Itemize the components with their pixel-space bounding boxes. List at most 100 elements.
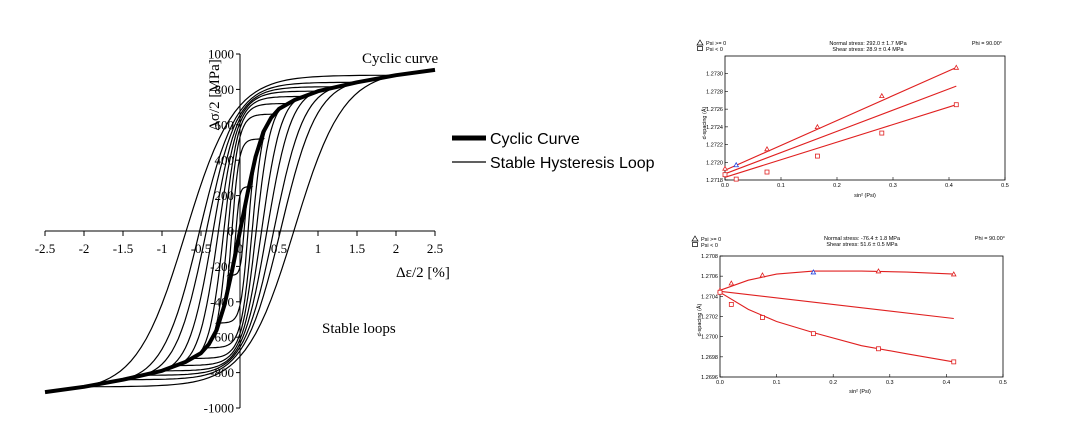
fit-line [724,85,957,175]
bottom-header-center-1: Shear stress: 51.6 ± 0.5 MPa [826,242,898,248]
bottom-header-right: Phi = 90.00° [975,236,1005,242]
top-plot-frame [724,55,1006,181]
bottom-header-center-0: Normal stress: -76.4 ± 1.8 MPa [824,236,901,242]
data-point-triangle [810,269,817,275]
x-tick-label: 2 [393,241,400,256]
y-tick-label: 1.2708 [701,254,718,260]
bottom-plot-header: Psi >= 0 Psi < 0 Normal stress: -76.4 ± … [691,235,1005,249]
data-point-triangle [878,92,885,99]
top-y-axis-label: d-spacing (Å) [701,106,708,139]
top-header-center-0: Normal stress: 292.0 ± 1.7 MPa [829,41,907,47]
data-point-square [951,359,957,365]
x-tick-label: 0.4 [943,380,951,386]
legend-label-cyclic: Cyclic Curve [490,131,580,148]
x-tick-label: 0.0 [721,183,729,189]
top-plot-ticks: 0.0 0.1 0.2 0.3 0.4 0.5 1.2718 1.2720 1.2722 1.27… [706,72,1009,189]
x-tick-label: -0.5 [191,241,212,256]
data-point-triangle [764,145,770,152]
data-point-square [810,331,816,337]
y-tick-label: 800 [215,82,235,97]
x-tick-label: -1 [157,241,168,256]
x-tick-label: 0.3 [886,380,894,386]
y-tick-labels: -1000 -800 -600 -400 -200 0 200 400 600 800 1000 [204,47,234,416]
x-tick-label: 0.2 [829,380,837,386]
y-tick-label: 1.2730 [706,72,723,78]
bottom-plot-ticks: 0.0 0.1 0.2 0.3 0.4 0.5 1.2696 1.2698 1.2700 1.27… [701,254,1007,386]
x-tick-label: 0.1 [773,380,781,386]
top-header-center-1: Shear stress: 28.9 ± 0.4 MPa [832,47,904,53]
x-tick-label: 0.5 [271,241,287,256]
square-marker-icon [697,46,703,51]
x-tick-label: -2.5 [35,241,56,256]
x-tick-label: 0.2 [833,183,841,189]
x-tick-label: 0.3 [889,183,897,189]
data-point-square [722,172,728,178]
data-point-triangle [950,271,957,277]
y-tick-label: 1.2698 [701,355,718,361]
data-point-square [728,301,734,307]
y-tick-label: -1000 [204,401,234,416]
bottom-y-axis-label: d-spacing (Å) [696,303,703,336]
square-marker-icon [692,242,698,247]
y-tick-label: 600 [215,117,235,132]
bottom-header-left-0: Psi >= 0 [701,237,721,243]
data-point-triangle [875,268,882,274]
y-tick-label: 1.2720 [706,160,723,166]
y-tick-label: -600 [210,330,234,345]
data-point-triangle [953,64,960,70]
x-tick-label: 0.1 [777,183,785,189]
annotation-cyclic-curve: Cyclic curve [362,51,439,67]
y-tick-label: 1.2726 [706,107,723,113]
top-plot-header: Psi >= 0 Psi < 0 Normal stress: 292.0 ± … [696,39,1002,53]
y-tick-label: 1.2724 [706,125,723,131]
top-header-left-1: Psi < 0 [706,47,723,53]
x-tick-label: 0.5 [999,380,1007,386]
triangle-marker-icon [696,39,704,46]
data-point-square [876,346,881,352]
x-tick-label: 1.5 [349,241,365,256]
plot-frame [724,55,1006,181]
y-axis-label: Δσ/2 [MPa] [207,59,223,130]
hysteresis-axes [44,53,436,409]
y-tick-label: 1.2696 [701,375,718,381]
y-tick-label: 400 [215,153,235,168]
top-header-left-0: Psi >= 0 [706,41,726,47]
y-tick-label: 1.2728 [706,89,723,95]
y-tick-label: -400 [210,294,234,309]
x-tick-label: 0 [237,241,244,256]
y-tick-label: 1.2704 [701,294,718,300]
fit-line [724,104,957,178]
legend: Cyclic Curve Stable Hysteresis Loop [452,131,655,172]
y-tick-label: 1.2702 [701,315,718,321]
data-point-square [760,315,765,320]
y-tick-label: 0 [228,224,235,239]
fit-line [724,66,957,171]
data-point-square [879,130,885,136]
data-point-triangle [759,272,766,278]
y-tick-label: 1.2700 [701,335,718,341]
x-tick-label: 2.5 [427,241,443,256]
fit-line [719,291,954,363]
bottom-x-axis-label: sin² (Psi) [849,389,871,395]
legend-label-stable: Stable Hysteresis Loop [490,155,655,172]
sin2psi-chart-top: 0.0 0.1 0.2 0.3 0.4 0.5 1.2718 1.2720 1.2722 1.27… [696,39,1009,199]
x-tick-labels: -2.5 -2 -1.5 -1 -0.5 0 0.5 1 1.5 2 2.5 [35,241,443,256]
triangle-marker-icon [691,235,699,242]
x-tick-label: 1 [315,241,322,256]
data-point-square [953,102,959,108]
x-tick-label: -2 [79,241,90,256]
sin2psi-chart-bottom: 0.0 0.1 0.2 0.3 0.4 0.5 1.2696 1.2698 1.2700 1.27… [691,235,1007,395]
y-tick-label: -200 [210,259,234,274]
y-tick-label: 1.2706 [701,274,718,280]
y-tick-label: -800 [210,365,234,380]
hysteresis-chart: -2.5 -2 -1.5 -1 -0.5 0 0.5 1 1.5 2 2.5 -1000 -800 -6… [35,47,450,416]
y-tick-label: 1.2718 [706,178,723,184]
data-point-square [733,176,739,182]
data-point-triangle [814,123,821,130]
data-point-triangle [722,165,728,171]
data-point-square [815,153,820,159]
x-tick-label: 0.5 [1001,183,1009,189]
x-tick-label: -1.5 [113,241,134,256]
annotation-stable-loops: Stable loops [322,321,396,337]
